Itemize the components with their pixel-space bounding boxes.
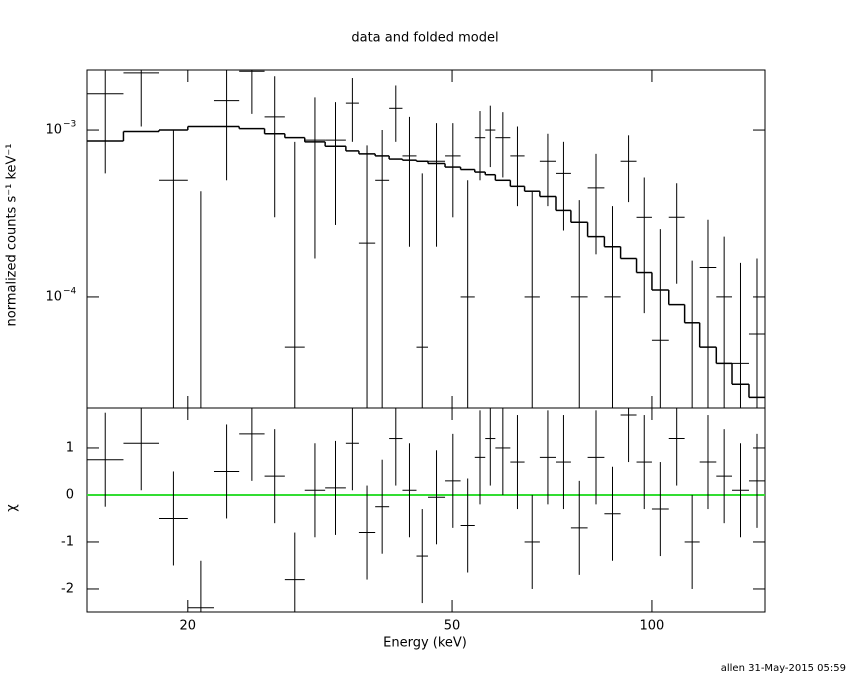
y2-tick-label: 1 [66,440,74,455]
bottom-frame [86,407,766,613]
footer: allen 31-May-2015 05:59 [721,663,846,674]
y2-tick-label: -1 [61,534,74,549]
y-axis-label: normalized counts s⁻¹ keV⁻¹ [5,144,20,327]
y2-tick-label: -2 [61,581,74,596]
y-tick-exponent: −3 [63,120,76,130]
y-tick-label: 10 [45,289,62,304]
x-axis-label: Energy (keV) [383,636,467,651]
x-tick-label: 50 [444,619,461,634]
y2-tick-label: 0 [66,487,74,502]
chart-title: data and folded model [351,31,498,46]
y2-axis-label: χ [5,504,20,512]
x-tick-label: 100 [640,619,665,634]
y-tick-label: 10 [45,123,62,138]
y-tick-exponent: −4 [63,286,77,296]
top-frame [86,69,766,409]
x-tick-label: 20 [180,619,197,634]
